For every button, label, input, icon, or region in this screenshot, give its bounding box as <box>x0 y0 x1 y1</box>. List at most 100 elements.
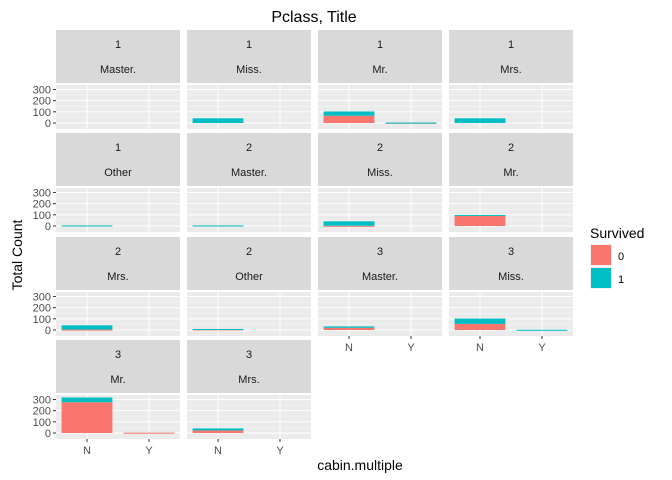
y-tick-label: 0 <box>45 221 51 233</box>
strip-label-pclass: 1 <box>508 39 514 51</box>
facet-strip <box>56 30 180 83</box>
panel-background <box>56 188 180 232</box>
bar-survived-1 <box>454 214 506 216</box>
panel-background <box>187 188 311 232</box>
y-tick-label: 300 <box>33 187 51 199</box>
strip-label-title: Master. <box>362 271 398 283</box>
y-tick-label: 0 <box>45 325 51 337</box>
bar-survived-0 <box>192 430 244 433</box>
x-tick-label: N <box>345 342 353 354</box>
bar-survived-1 <box>323 326 375 328</box>
strip-label-title: Mrs. <box>107 271 128 283</box>
y-tick-label: 300 <box>33 394 51 406</box>
x-axis-title: cabin.multiple <box>317 457 403 473</box>
strip-label-title: Mr. <box>503 167 518 179</box>
bar-survived-0 <box>61 402 113 433</box>
strip-label-title: Mr. <box>372 64 387 76</box>
strip-label-pclass: 2 <box>246 246 252 258</box>
legend-swatch <box>591 245 611 265</box>
strip-label-pclass: 2 <box>377 142 383 154</box>
y-tick-label: 0 <box>45 428 51 440</box>
y-tick-label: 200 <box>33 199 51 211</box>
x-tick-label: Y <box>276 445 284 457</box>
strip-label-pclass: 3 <box>115 349 121 361</box>
panel-background <box>56 85 180 129</box>
x-tick-label: Y <box>538 342 546 354</box>
facet-strip <box>187 133 311 186</box>
strip-label-pclass: 1 <box>115 142 121 154</box>
facet-strip <box>449 237 573 290</box>
facet-strip <box>449 133 573 186</box>
strip-label-pclass: 1 <box>377 39 383 51</box>
bar-survived-0 <box>323 327 375 330</box>
bar-survived-1 <box>61 225 113 227</box>
facet-strip <box>318 133 442 186</box>
strip-label-pclass: 2 <box>115 246 121 258</box>
y-axis-title: Total Count <box>9 219 25 290</box>
y-tick-label: 100 <box>33 107 51 119</box>
facet-panel: 1 Miss. <box>187 30 311 129</box>
bar-survived-0 <box>323 115 375 123</box>
facet-panel: 2 Mr. <box>449 133 573 232</box>
legend-label: 1 <box>618 274 624 286</box>
strip-label-pclass: 2 <box>508 142 514 154</box>
bar-survived-1 <box>385 122 437 124</box>
strip-label-title: Mrs. <box>238 374 259 386</box>
strip-label-title: Miss. <box>367 167 393 179</box>
y-tick-label: 100 <box>33 314 51 326</box>
strip-label-pclass: 3 <box>246 349 252 361</box>
y-tick-label: 200 <box>33 303 51 315</box>
strip-label-pclass: 1 <box>115 39 121 51</box>
facet-panel: 3 Miss. N Y <box>449 237 573 354</box>
bar-survived-0 <box>323 225 375 227</box>
facet-panel: 1 Mrs. <box>449 30 573 129</box>
strip-label-pclass: 3 <box>377 246 383 258</box>
panel-background <box>187 292 311 336</box>
facet-strip <box>318 237 442 290</box>
x-tick-label: Y <box>145 445 153 457</box>
facet-strip <box>449 30 573 83</box>
strip-label-title: Mrs. <box>500 64 521 76</box>
bar-survived-1 <box>516 329 568 331</box>
strip-label-title: Master. <box>100 64 136 76</box>
legend: Survived 0 1 <box>590 225 644 289</box>
bar-survived-1 <box>323 221 375 226</box>
facet-panel: 3 Mrs. N Y <box>187 340 311 457</box>
y-tick-label: 100 <box>33 210 51 222</box>
legend-title: Survived <box>590 225 644 241</box>
strip-label-title: Miss. <box>498 271 524 283</box>
bar-survived-1 <box>323 111 375 116</box>
strip-label-title: Other <box>104 167 132 179</box>
bar-survived-1 <box>192 118 244 123</box>
bar-survived-1 <box>61 325 113 330</box>
strip-label-title: Master. <box>231 167 267 179</box>
facet-panel: 2 Miss. <box>318 133 442 232</box>
strip-label-pclass: 2 <box>246 142 252 154</box>
facet-strip <box>56 133 180 186</box>
bar-survived-0 <box>123 432 175 434</box>
facet-panel: 2 Master. <box>187 133 311 232</box>
bar-survived-1 <box>192 428 244 431</box>
facet-strip <box>56 237 180 290</box>
legend-label: 0 <box>618 251 624 263</box>
x-tick-label: N <box>83 445 91 457</box>
y-tick-label: 200 <box>33 96 51 108</box>
y-tick-label: 300 <box>33 291 51 303</box>
x-tick-label: N <box>476 342 484 354</box>
strip-label-pclass: 1 <box>246 39 252 51</box>
bar-survived-0 <box>61 329 113 331</box>
chart-title: Pclass, Title <box>271 9 356 26</box>
strip-label-title: Miss. <box>236 64 262 76</box>
legend-swatch <box>591 268 611 288</box>
facet-strip <box>187 30 311 83</box>
bar-survived-1 <box>192 225 244 227</box>
facet-panel: 1 Mr. <box>318 30 442 129</box>
facet-strip <box>318 30 442 83</box>
strip-label-title: Mr. <box>110 374 125 386</box>
facet-strip <box>187 340 311 393</box>
bar-survived-1 <box>192 328 244 330</box>
